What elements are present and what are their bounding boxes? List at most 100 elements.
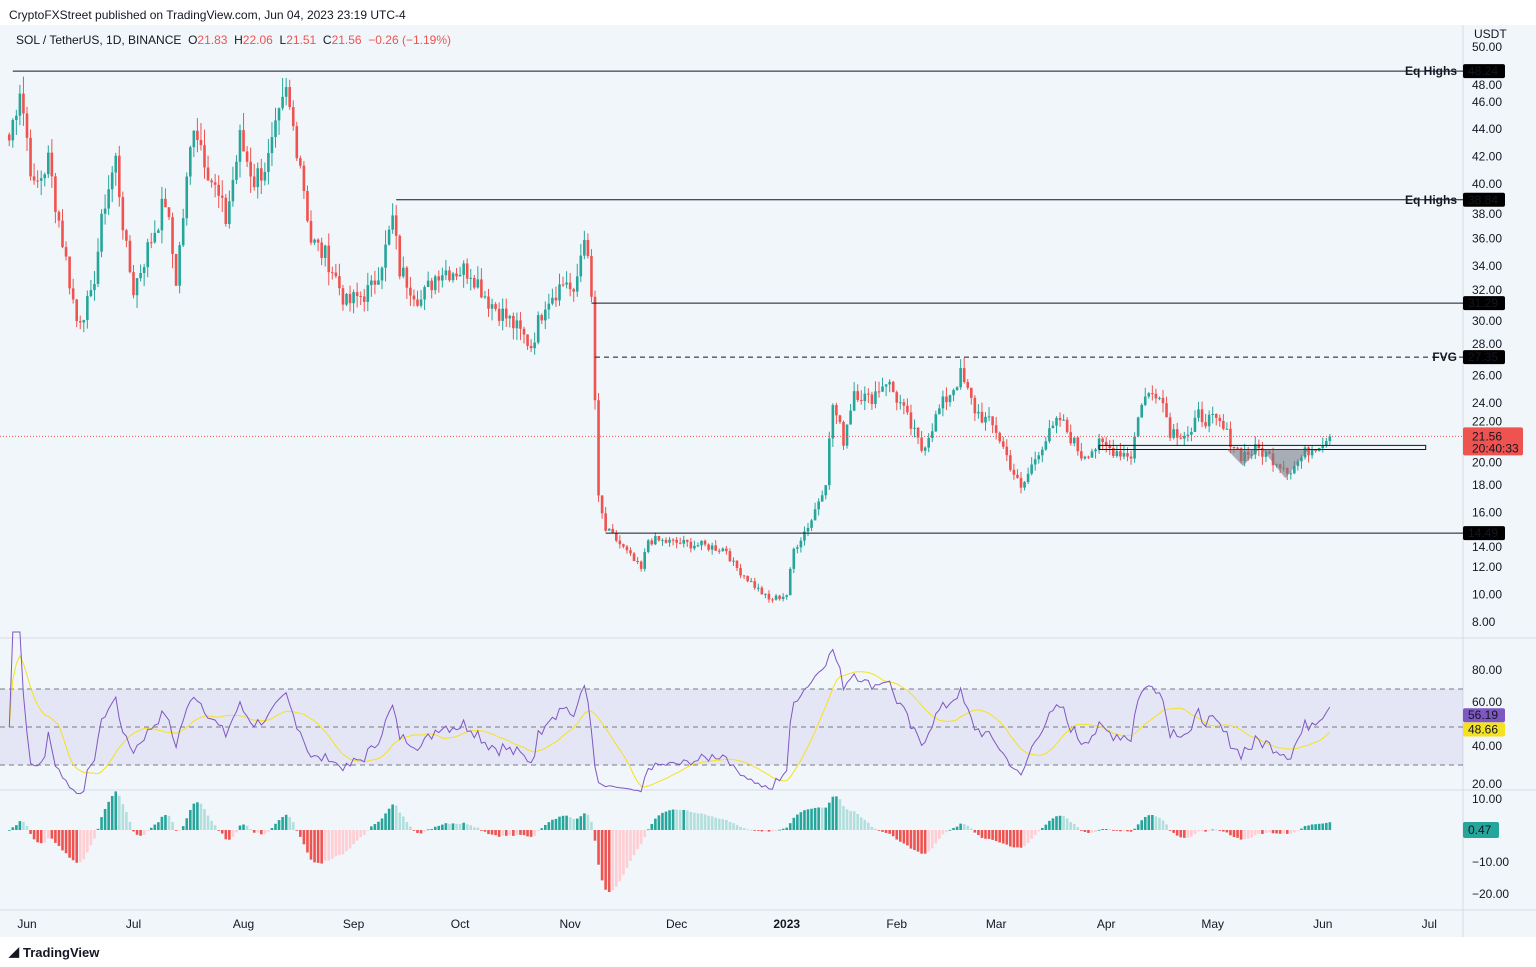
- macd-bar: [327, 830, 331, 861]
- candle-body: [96, 251, 100, 284]
- candle: [135, 278, 139, 309]
- candle: [451, 271, 455, 283]
- macd-bar: [1232, 830, 1236, 838]
- candle: [242, 112, 245, 152]
- candle-body: [668, 539, 671, 543]
- symbol-name: SOL / TetherUS, 1D, BINANCE: [16, 33, 182, 47]
- candle-body: [1200, 409, 1204, 423]
- candle: [235, 155, 238, 185]
- candle-body: [803, 531, 806, 541]
- tradingview-logo[interactable]: ◢ TradingView: [9, 944, 99, 960]
- macd-bar: [320, 830, 323, 864]
- candle: [164, 188, 167, 208]
- macd-bar: [1133, 828, 1136, 830]
- candle: [650, 538, 654, 546]
- candle-body: [717, 550, 721, 552]
- candle-body: [71, 288, 75, 300]
- price-tick: 26.00: [1472, 369, 1502, 383]
- macd-bar: [107, 801, 110, 830]
- candle-body: [1058, 417, 1062, 421]
- candle: [149, 232, 153, 249]
- macd-bar: [57, 830, 61, 846]
- candle-body: [288, 87, 291, 108]
- candle: [661, 538, 664, 546]
- macd-bar: [476, 827, 480, 830]
- candle-body: [654, 536, 657, 545]
- candle-body: [118, 155, 121, 198]
- candle-body: [884, 384, 888, 387]
- candle: [327, 233, 331, 286]
- candle-body: [1293, 465, 1296, 474]
- macd-bar: [693, 812, 696, 830]
- macd-bar: [987, 830, 991, 839]
- candle-body: [1165, 403, 1168, 418]
- candle-body: [618, 540, 622, 545]
- candle: [43, 172, 47, 187]
- candle: [306, 185, 309, 223]
- candle-body: [661, 539, 664, 541]
- candle: [252, 163, 256, 191]
- candle-body: [1175, 429, 1179, 438]
- candle-body: [1204, 422, 1207, 427]
- macd-bar: [519, 830, 522, 835]
- macd-bar: [654, 818, 657, 830]
- candle-body: [334, 272, 338, 277]
- candle: [625, 545, 629, 554]
- macd-bar: [767, 830, 771, 832]
- candle: [519, 312, 522, 341]
- macd-bar: [1303, 825, 1307, 830]
- level-price-label: 31.29: [1468, 296, 1498, 310]
- macd-bar: [799, 812, 803, 830]
- chart-frame[interactable]: [0, 25, 1536, 937]
- macd-bar: [1161, 820, 1165, 830]
- candle-body: [938, 408, 941, 415]
- macd-bar: [370, 826, 373, 830]
- macd-bar: [803, 810, 806, 830]
- candle: [480, 268, 483, 299]
- candle: [916, 426, 920, 445]
- candle-body: [575, 276, 579, 292]
- rsi-line: [8, 631, 1331, 795]
- macd-bar: [1158, 817, 1161, 830]
- candle: [114, 152, 118, 186]
- price-tick: 42.00: [1472, 150, 1502, 164]
- macd-bar: [966, 825, 970, 830]
- candle: [284, 77, 288, 106]
- candle: [47, 145, 50, 179]
- macd-bar: [306, 830, 309, 853]
- macd-tick: −20.00: [1472, 887, 1509, 901]
- candle-body: [682, 539, 686, 544]
- macd-bar: [1200, 830, 1204, 832]
- candle: [1094, 447, 1097, 459]
- macd-bar: [657, 815, 661, 830]
- candle: [1030, 457, 1033, 476]
- macd-bar: [1030, 830, 1033, 839]
- macd-bar: [547, 822, 551, 830]
- candle-body: [1151, 393, 1154, 395]
- candle: [583, 230, 586, 260]
- level-price-label: 14.49: [1468, 526, 1498, 540]
- candle: [671, 538, 675, 546]
- candle-body: [323, 245, 327, 258]
- candle: [859, 390, 863, 405]
- macd-bar: [877, 830, 881, 831]
- candle-body: [125, 230, 128, 241]
- candle: [955, 386, 959, 391]
- macd-bar: [1143, 817, 1147, 830]
- macd-bar: [888, 830, 891, 834]
- candle: [540, 313, 544, 325]
- candle-body: [29, 137, 32, 177]
- candle-body: [742, 575, 746, 577]
- candle: [1222, 414, 1225, 431]
- macd-bar: [753, 830, 757, 831]
- candle-body: [320, 242, 323, 258]
- macd-bar: [941, 830, 945, 835]
- candle: [923, 446, 927, 456]
- macd-bar: [1151, 814, 1154, 830]
- candle-body: [430, 280, 433, 291]
- candle-body: [710, 545, 714, 550]
- macd-bar: [856, 813, 859, 830]
- candle: [501, 298, 504, 331]
- rsi-ma-line: [8, 654, 1331, 788]
